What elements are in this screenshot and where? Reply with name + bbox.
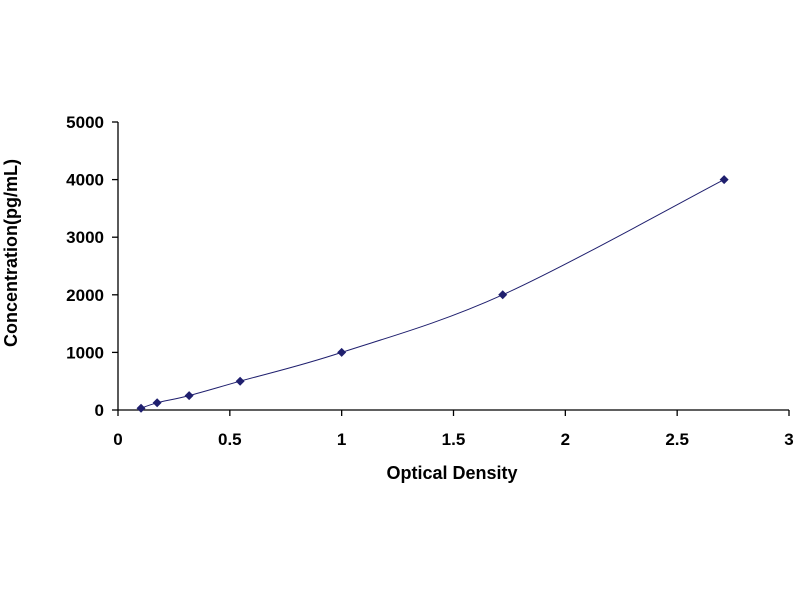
- y-tick-label-3: 3000: [66, 228, 104, 247]
- data-point-3: [235, 376, 245, 386]
- labels-layer: Optical Density Concentration(pg/mL) 010…: [1, 113, 794, 483]
- x-tick-label-0: 0: [113, 430, 122, 449]
- curve-layer: [140, 179, 725, 409]
- x-tick-label-3: 1.5: [442, 430, 466, 449]
- data-point-6: [719, 175, 729, 185]
- y-tick-label-5: 5000: [66, 113, 104, 132]
- x-tick-label-4: 2: [561, 430, 570, 449]
- data-point-4: [337, 347, 347, 357]
- x-axis-title: Optical Density: [386, 463, 517, 483]
- x-tick-label-6: 3: [784, 430, 793, 449]
- data-point-5: [498, 290, 508, 300]
- axes-layer: [112, 121, 790, 416]
- data-point-0: [136, 403, 146, 413]
- x-tick-label-5: 2.5: [665, 430, 689, 449]
- y-tick-label-2: 2000: [66, 286, 104, 305]
- y-tick-label-0: 0: [95, 401, 104, 420]
- points-layer: [136, 175, 729, 413]
- x-tick-label-2: 1: [337, 430, 346, 449]
- y-tick-label-4: 4000: [66, 171, 104, 190]
- fit-curve: [140, 179, 725, 409]
- data-point-2: [184, 391, 194, 401]
- data-point-1: [152, 398, 162, 408]
- x-tick-label-1: 0.5: [218, 430, 242, 449]
- y-axis-title: Concentration(pg/mL): [1, 159, 21, 347]
- y-tick-label-1: 1000: [66, 343, 104, 362]
